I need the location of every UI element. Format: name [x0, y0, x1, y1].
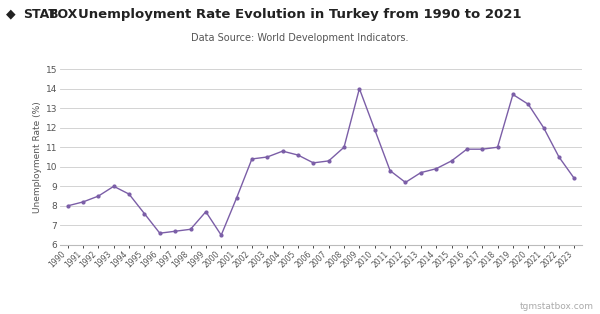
- Text: tgmstatbox.com: tgmstatbox.com: [520, 302, 594, 311]
- Text: BOX: BOX: [49, 8, 79, 21]
- Y-axis label: Unemployment Rate (%): Unemployment Rate (%): [32, 101, 41, 213]
- Text: Unemployment Rate Evolution in Turkey from 1990 to 2021: Unemployment Rate Evolution in Turkey fr…: [78, 8, 522, 21]
- Text: STAT: STAT: [23, 8, 56, 21]
- Text: Data Source: World Development Indicators.: Data Source: World Development Indicator…: [191, 33, 409, 43]
- Text: ◆: ◆: [6, 8, 16, 21]
